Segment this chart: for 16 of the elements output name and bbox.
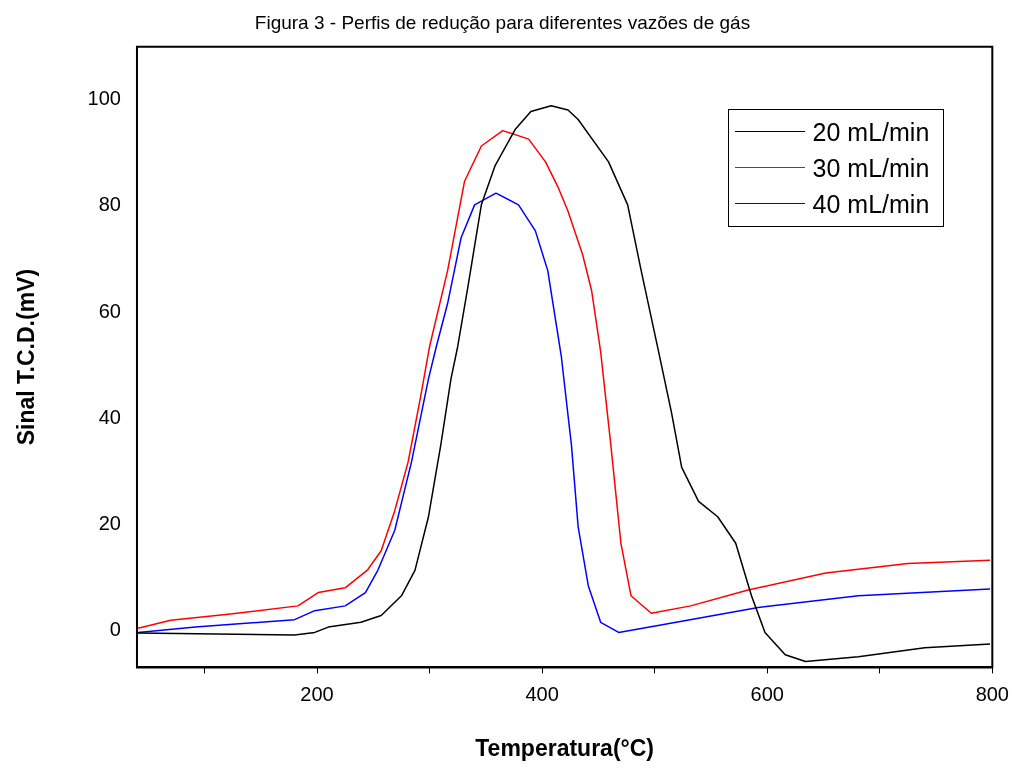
chart-title: Figura 3 - Perfis de redução para diferentes vazões de gás (254, 11, 751, 33)
x-axis-title: Temperatura(°C) (475, 734, 655, 761)
y-axis-title: Sinal T.C.D.(mV) (13, 268, 40, 446)
x-tick-label: 400 (525, 682, 559, 705)
x-tick-label: 800 (975, 682, 1009, 705)
x-tick-label: 600 (750, 682, 784, 705)
legend-label: 30 mL/min (812, 152, 930, 184)
y-tick-label: 80 (98, 193, 121, 216)
y-tick-label: 0 (109, 617, 121, 640)
y-tick-label: 100 (87, 87, 121, 110)
legend-label: 40 mL/min (812, 188, 930, 220)
legend-label: 20 mL/min (812, 116, 930, 148)
y-tick-label: 40 (98, 405, 121, 428)
y-tick-label: 60 (98, 299, 121, 322)
y-tick-label: 20 (98, 511, 121, 534)
x-tick-label: 200 (300, 682, 334, 705)
